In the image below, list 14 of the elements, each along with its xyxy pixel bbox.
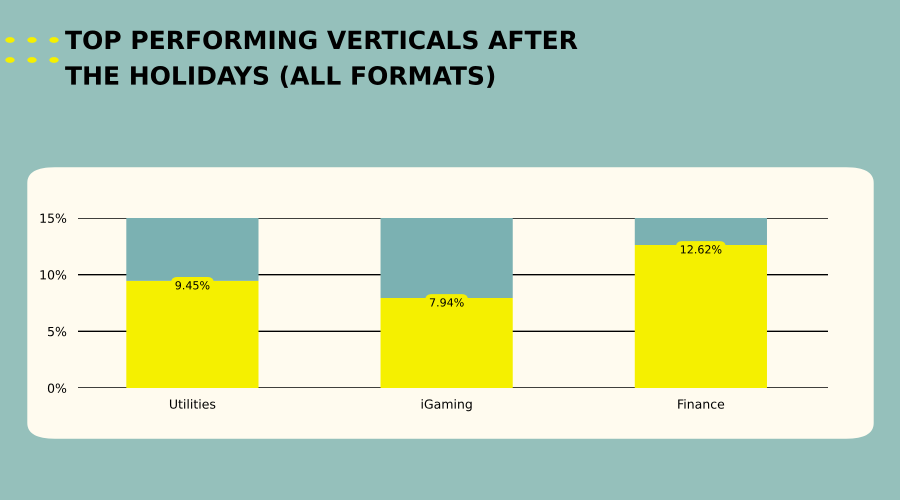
- bar: [380, 218, 513, 298]
- x-tick-label: Utilities: [170, 399, 216, 409]
- chart-title: TOP PERFORMING VERTICALS AFTER THE HOLIDAYS (ALL FORMATS): [65, 30, 578, 88]
- y-tick-label: 0%: [48, 383, 66, 393]
- bar: [126, 218, 259, 281]
- bar: [634, 218, 767, 245]
- y-tick-label: 15%: [40, 213, 66, 223]
- x-tick-label: Finance: [678, 399, 724, 409]
- data-label: 12.62%: [680, 245, 722, 254]
- x-tick-label: iGaming: [422, 399, 472, 412]
- y-tick-label: 5%: [48, 326, 66, 336]
- y-tick-label: 10%: [40, 270, 66, 280]
- data-label: 7.94%: [430, 298, 464, 307]
- data-label: 9.45%: [175, 281, 210, 290]
